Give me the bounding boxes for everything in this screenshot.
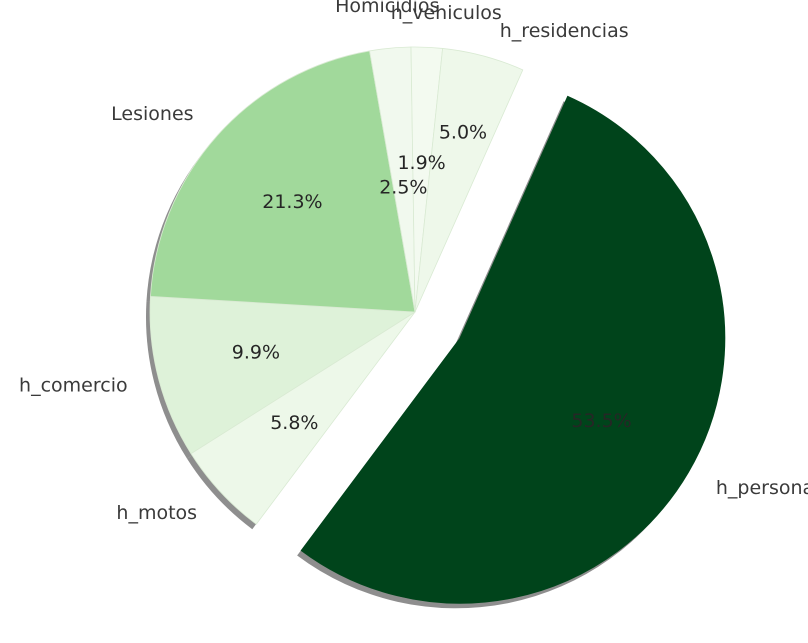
slice-label-homicidios: Homicidios <box>335 0 439 17</box>
pie-slice-h-personas <box>300 95 726 604</box>
slice-label-h-comercio: h_comercio <box>19 375 128 397</box>
slice-pct-label-homicidios: 2.5% <box>379 176 427 198</box>
slice-pct-label-h-comercio: 9.9% <box>232 342 280 364</box>
slice-label-h-vehiculos: h_vehiculos <box>391 2 502 24</box>
slice-label-h-motos: h_motos <box>116 502 197 524</box>
slice-pct-label-lesiones: 21.3% <box>262 191 322 213</box>
pie-slice-h-residencias <box>414 48 524 313</box>
label-layer: h_personas 53.5% h_motos 5.8% h_comercio 9.9%… <box>19 0 808 524</box>
slice-layer <box>149 46 726 604</box>
slice-label-h-residencias: h_residencias <box>500 20 629 42</box>
slice-pct-label-h-personas: 53.5% <box>571 410 631 432</box>
slice-pct-label-h-residencias: 5.0% <box>439 121 487 143</box>
slice-pct-label-h-vehiculos: 1.9% <box>397 152 445 174</box>
slice-pct-label-h-motos: 5.8% <box>270 412 318 434</box>
pie-slice-lesiones <box>150 50 416 313</box>
pie-slice-h-comercio <box>149 296 417 455</box>
slice-label-h-personas: h_personas <box>716 477 808 499</box>
slice-label-lesiones: Lesiones <box>111 103 193 125</box>
